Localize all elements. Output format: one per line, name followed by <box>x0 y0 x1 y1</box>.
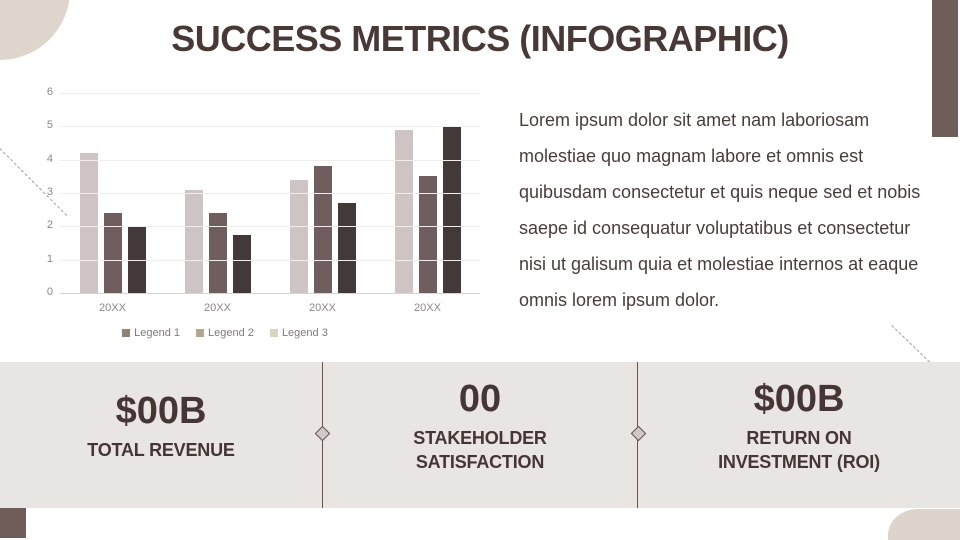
gridline <box>60 259 480 261</box>
stat-return-on-investment: $00B RETURN ON INVESTMENT (ROI) <box>638 362 960 508</box>
y-axis-tick-label: 0 <box>46 286 53 298</box>
chart-groups: 20XX 20XX 20XX 20XX <box>60 93 480 314</box>
legend-item: Legend 2 <box>196 327 254 339</box>
stat-value: 00 <box>458 378 502 421</box>
stat-value: $00B <box>753 378 845 421</box>
bar <box>313 166 332 293</box>
stats-band: $00B TOTAL REVENUE 00 STAKEHOLDER SATISF… <box>0 362 960 508</box>
x-axis-tick-label: 20XX <box>309 302 336 314</box>
bar-group: 20XX <box>270 93 375 314</box>
bar <box>394 129 413 293</box>
gridline <box>60 159 480 161</box>
legend-label: Legend 2 <box>208 327 254 339</box>
bar <box>103 213 122 293</box>
y-axis-tick-label: 6 <box>46 86 53 98</box>
bottom-left-square-decoration <box>0 508 26 538</box>
bottom-right-corner-decoration <box>888 509 960 540</box>
gridline <box>60 226 480 228</box>
page-title: SUCCESS METRICS (INFOGRAPHIC) <box>171 18 789 59</box>
bar <box>184 189 203 293</box>
y-axis-tick-label: 4 <box>46 152 53 165</box>
stat-value: $00B <box>115 389 207 432</box>
chart-legend: Legend 1 Legend 2 Legend 3 <box>30 327 420 339</box>
legend-label: Legend 1 <box>134 327 181 339</box>
gridline <box>60 93 480 94</box>
stat-label: TOTAL REVENUE <box>87 439 235 460</box>
y-axis-tick-label: 1 <box>46 252 53 265</box>
bar <box>289 179 308 293</box>
bar-group: 20XX <box>165 93 270 314</box>
legend-item: Legend 3 <box>269 327 328 339</box>
top-right-bar-decoration <box>932 0 958 137</box>
bar <box>232 234 251 293</box>
stat-stakeholder-satisfaction: 00 STAKEHOLDER SATISFACTION <box>322 362 638 508</box>
stat-label: STAKEHOLDER SATISFACTION <box>413 428 547 472</box>
stat-label: RETURN ON INVESTMENT (ROI) <box>718 428 880 472</box>
bar-group: 20XX <box>60 93 165 314</box>
bar-chart: 20XX 20XX 20XX 20XX 0 1 2 3 4 5 6 <box>47 86 480 314</box>
bar <box>442 126 461 293</box>
y-axis-tick-label: 2 <box>46 219 53 232</box>
stat-total-revenue: $00B TOTAL REVENUE <box>0 362 322 508</box>
bar-group: 20XX <box>375 93 480 314</box>
y-axis-tick-label: 3 <box>46 186 53 198</box>
body-text: Lorem ipsum dolor sit amet nam laboriosa… <box>519 110 921 310</box>
legend-label: Legend 3 <box>281 327 328 339</box>
x-axis-tick-label: 20XX <box>414 302 441 314</box>
y-axis-tick-label: 5 <box>46 119 53 132</box>
bar <box>418 176 437 293</box>
x-axis-tick-label: 20XX <box>204 302 231 314</box>
bar <box>337 203 356 293</box>
gridline <box>60 126 480 128</box>
legend-item: Legend 1 <box>122 327 180 339</box>
bar <box>79 153 98 293</box>
gridline <box>60 293 480 294</box>
gridline <box>60 193 480 194</box>
diagonal-line-decoration <box>891 325 931 363</box>
legend-swatch-icon <box>196 329 205 337</box>
bar <box>208 213 227 293</box>
legend-swatch-icon <box>269 329 278 337</box>
legend-swatch-icon <box>122 329 131 337</box>
x-axis-tick-label: 20XX <box>99 302 126 314</box>
